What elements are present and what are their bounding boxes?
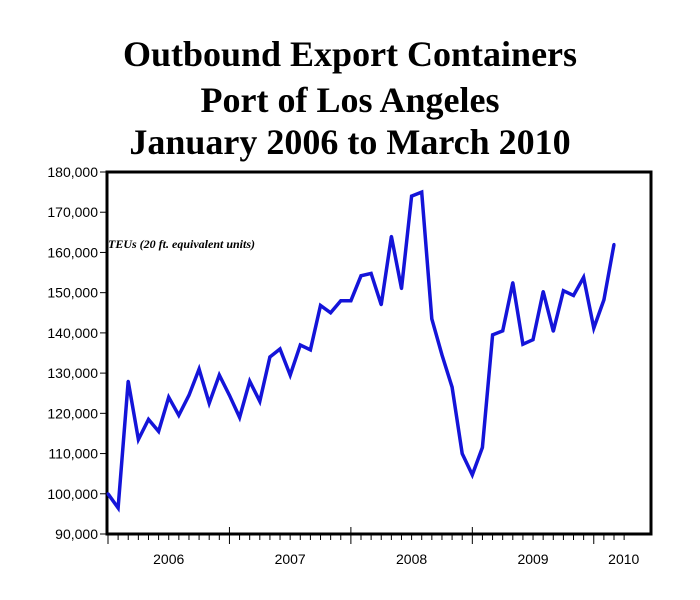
y-tick-label: 180,000 — [47, 164, 98, 180]
x-tick-label: 2007 — [275, 551, 306, 567]
x-axis: 2006 2007 2008 2009 2010 — [107, 527, 640, 567]
data-point — [531, 338, 535, 342]
units-annotation: TEUs (20 ft. equivalent units) — [108, 237, 255, 251]
data-point — [450, 385, 454, 389]
y-tick-label: 100,000 — [47, 486, 98, 502]
x-tick-label: 2009 — [517, 551, 548, 567]
data-points — [106, 190, 616, 510]
data-point — [248, 379, 252, 383]
chart-title-line-2: Port of Los Angeles — [200, 80, 500, 120]
data-point — [258, 399, 262, 403]
data-point — [561, 289, 565, 293]
data-point — [389, 234, 393, 238]
data-point — [379, 303, 383, 307]
data-point — [308, 348, 312, 352]
y-tick-label: 170,000 — [47, 204, 98, 220]
x-tick-label: 2008 — [396, 551, 427, 567]
data-point — [319, 304, 322, 307]
data-point — [106, 492, 110, 496]
data-point — [440, 353, 444, 357]
data-point — [511, 281, 515, 285]
data-point — [217, 373, 221, 377]
plot-frame — [105, 170, 653, 536]
data-point — [126, 379, 130, 383]
y-tick-label: 160,000 — [47, 244, 98, 260]
data-point — [460, 452, 464, 456]
data-point — [491, 333, 495, 337]
data-point — [410, 194, 414, 198]
data-point — [349, 299, 353, 303]
data-point — [177, 413, 181, 417]
data-point — [551, 329, 555, 333]
data-point — [167, 395, 171, 399]
data-point — [541, 290, 545, 293]
data-point — [298, 343, 302, 347]
data-point — [369, 271, 373, 275]
data-point — [288, 373, 292, 377]
data-point — [268, 355, 272, 359]
y-tick-label: 130,000 — [47, 365, 98, 381]
x-tick-label: 2006 — [153, 551, 184, 567]
data-point — [470, 473, 474, 477]
data-point — [430, 317, 434, 321]
data-point — [501, 329, 505, 333]
data-point — [227, 393, 231, 397]
data-point — [207, 401, 211, 405]
y-tick-label: 120,000 — [47, 405, 98, 421]
x-tick-label: 2010 — [608, 551, 639, 567]
data-point — [238, 415, 242, 419]
data-point — [278, 347, 282, 351]
data-point — [612, 242, 616, 246]
y-tick-label: 110,000 — [48, 446, 98, 462]
y-tick-label: 90,000 — [55, 526, 98, 542]
data-point — [187, 393, 191, 397]
data-point — [592, 326, 596, 330]
data-point — [147, 417, 150, 421]
data-point — [572, 294, 575, 297]
chart-title-line-1: Outbound Export Containers — [122, 34, 578, 74]
y-tick-label: 150,000 — [47, 285, 98, 301]
data-point — [116, 506, 120, 510]
data-point — [420, 190, 424, 194]
y-axis: 90,000 100,000 110,000 120,000 130,000 140,00… — [47, 164, 107, 542]
data-point — [136, 438, 140, 441]
data-point — [602, 298, 606, 302]
data-point — [339, 299, 343, 303]
data-point — [582, 275, 586, 279]
y-tick-label: 140,000 — [47, 325, 98, 341]
data-point — [480, 446, 484, 449]
data-point — [197, 367, 201, 371]
data-point — [329, 311, 333, 315]
data-point — [157, 429, 161, 433]
chart-title-line-3: January 2006 to March 2010 — [129, 122, 571, 162]
data-point — [400, 287, 403, 291]
data-point — [521, 342, 525, 346]
data-point — [359, 274, 363, 278]
